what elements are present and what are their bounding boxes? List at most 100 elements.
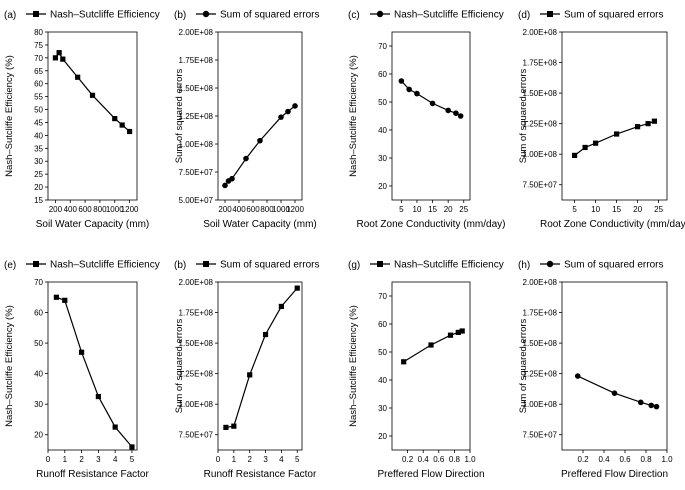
panel-label: (b)	[174, 10, 186, 21]
series-line	[54, 51, 130, 132]
y-tick-label: 1.50E+08	[523, 89, 558, 98]
x-axis-label: Root Zone Conductivity (mm/day)	[540, 219, 685, 230]
data-point	[53, 294, 59, 300]
panel-label: (g)	[348, 260, 360, 271]
data-point	[52, 55, 59, 61]
x-tick-label: 20	[633, 205, 642, 214]
legend-label: Nash–Sutcliffe Efficiency	[394, 10, 504, 21]
data-point	[414, 90, 420, 97]
x-tick-label: 5	[295, 455, 300, 464]
y-axis-label: Nash–Sutcliffe Efficiency (%)	[4, 55, 15, 177]
x-tick-label: 0.4	[418, 455, 430, 464]
data-point	[401, 359, 407, 365]
y-tick-label: 70	[378, 292, 387, 301]
panel-label: (c)	[348, 10, 360, 21]
y-tick-label: 1.25E+08	[523, 370, 558, 379]
y-tick-label: 70	[34, 278, 43, 287]
y-axis-label: Nash–Sutcliffe Efficiency (%)	[4, 305, 15, 427]
y-tick-label: 40	[378, 376, 387, 385]
y-tick-label: 70	[378, 42, 387, 51]
chart-panel-8: 7.50E+07 1.00E+08 1.25E+08 1.50E+08 1.75E+08…	[518, 260, 673, 481]
y-tick-label: 1.00E+08	[523, 400, 558, 409]
x-tick-label: 2	[79, 455, 84, 464]
y-tick-label: 1.50E+08	[179, 84, 214, 93]
data-point	[429, 100, 436, 107]
data-point	[453, 110, 459, 116]
x-tick-label: 1200	[121, 205, 139, 214]
x-tick-label: 0	[46, 455, 51, 464]
y-tick-label: 30	[378, 404, 387, 413]
series-line	[225, 287, 298, 428]
y-tick-label: 7.50E+07	[523, 181, 558, 190]
plot-frame	[47, 31, 138, 201]
x-axis-label: Preffered Flow Direction	[377, 469, 484, 480]
x-tick-label: 2	[247, 455, 252, 464]
panel-label: (b)	[174, 260, 186, 271]
plot-frame	[217, 281, 303, 451]
y-tick-label: 20	[34, 183, 43, 192]
y-tick-label: 5.00E+07	[179, 196, 214, 205]
y-tick-label: 7.50E+07	[179, 168, 214, 177]
plot-frame	[391, 31, 471, 201]
y-tick-label: 20	[378, 182, 387, 191]
y-tick-label: 50	[378, 348, 387, 357]
x-tick-label: 5	[399, 205, 404, 214]
data-point	[653, 403, 660, 410]
chart-panel-1: 15 20 25 30 35 40 45 50 55 60 65 70 75 80 200 400 600 800…	[4, 10, 160, 231]
y-tick-label: 2.00E+08	[523, 28, 558, 37]
legend-marker	[376, 10, 384, 18]
x-tick-label: 25	[459, 205, 468, 214]
data-point	[637, 399, 644, 406]
y-tick-label: 2.00E+08	[179, 278, 214, 287]
x-tick-label: 1	[63, 455, 68, 464]
x-tick-label: 1200	[286, 205, 304, 214]
data-point	[459, 328, 465, 334]
data-point	[112, 115, 118, 122]
x-tick-label: 4	[279, 455, 284, 464]
y-tick-label: 2.00E+08	[179, 28, 214, 37]
data-point	[257, 137, 263, 144]
legend-label: Nash–Sutcliffe Efficiency	[50, 10, 160, 21]
legend-label: Nash–Sutcliffe Efficiency	[394, 260, 504, 271]
y-tick-label: 2.00E+08	[523, 278, 558, 287]
chart-panel-5: 20 30 40 50 60 70 0 1 2 3 4 5 Runoff Resistance Fact…	[4, 260, 160, 481]
x-tick-label: 1.0	[661, 455, 673, 464]
x-tick-label: 3	[263, 455, 268, 464]
x-tick-label: 5	[572, 205, 577, 214]
legend-label: Sum of squared errors	[220, 10, 320, 21]
x-tick-label: 3	[96, 455, 101, 464]
x-axis-label: Runoff Resistance Factor	[204, 469, 317, 480]
y-tick-label: 25	[34, 170, 43, 179]
chart-panel-7: 20 30 40 50 60 70 0.2 0.4 0.6 0.8 1.0 Preffered Flo…	[348, 260, 504, 481]
data-point	[648, 402, 655, 409]
series-line	[574, 120, 655, 156]
y-tick-label: 1.25E+08	[179, 112, 214, 121]
y-tick-label: 60	[34, 80, 43, 89]
x-axis-label: Runoff Resistance Factor	[36, 469, 149, 480]
data-point	[445, 107, 451, 114]
x-tick-label: 600	[246, 205, 260, 214]
x-tick-label: 0.8	[640, 455, 652, 464]
data-point	[78, 349, 85, 355]
data-point	[572, 152, 578, 159]
legend-label: Sum of squared errors	[564, 10, 664, 21]
data-point	[126, 128, 133, 135]
y-tick-label: 15	[34, 196, 43, 205]
y-tick-label: 75	[34, 41, 43, 50]
legend-marker	[547, 11, 553, 17]
data-point	[75, 74, 81, 80]
legend-marker	[33, 11, 39, 17]
y-tick-label: 1.00E+08	[523, 150, 558, 159]
y-tick-label: 1.50E+08	[523, 339, 558, 348]
panel-label: (d)	[518, 10, 530, 21]
panel-label: (a)	[4, 10, 16, 21]
y-tick-label: 50	[34, 339, 43, 348]
data-point	[294, 285, 300, 291]
data-point	[243, 155, 249, 162]
y-tick-label: 7.50E+07	[179, 431, 214, 440]
x-tick-label: 10	[591, 205, 600, 214]
plot-frame	[561, 31, 668, 201]
chart-panel-3: 20 30 40 50 60 70 5 10 15 20 25 Root Zone Conductiv…	[348, 10, 505, 231]
data-point	[651, 118, 657, 124]
y-tick-label: 1.00E+08	[179, 140, 214, 149]
